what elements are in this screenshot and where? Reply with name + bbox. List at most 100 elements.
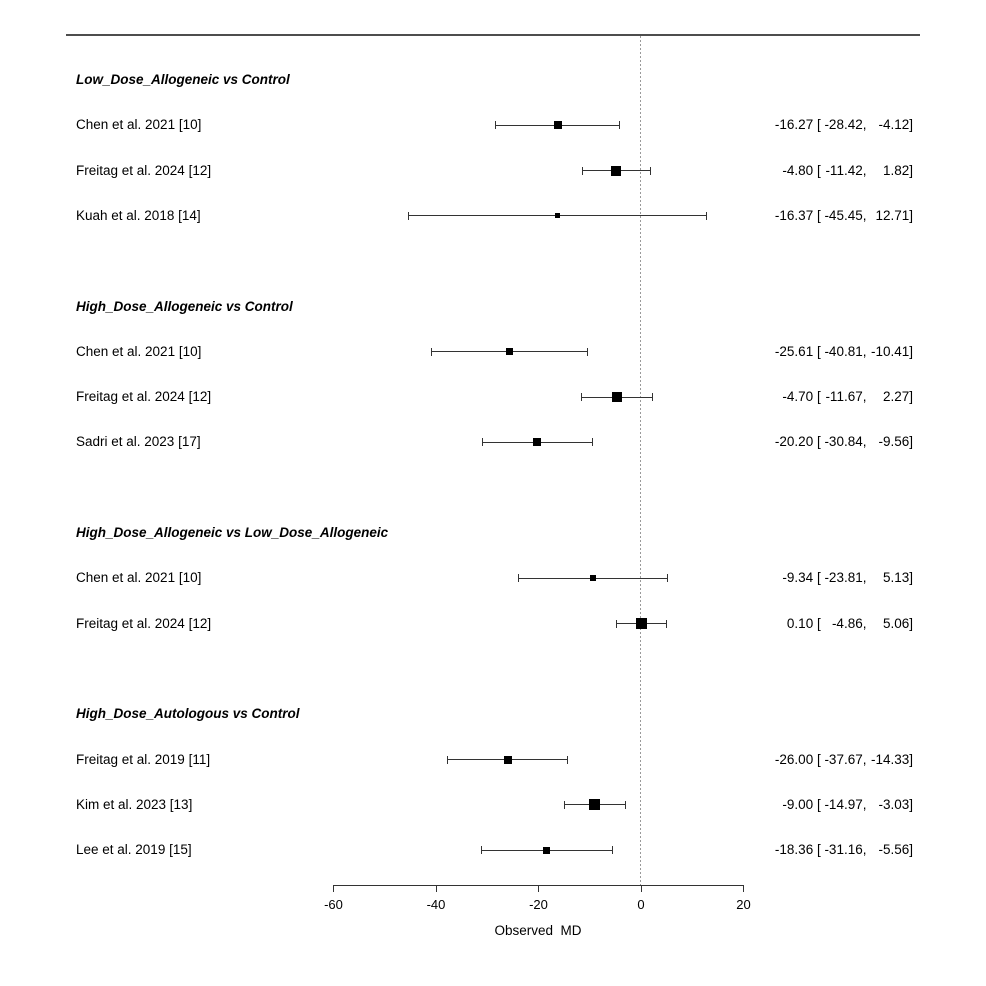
ci-cap-right [587, 347, 589, 356]
annotation-value: -28.42 [824, 117, 863, 133]
group-header: High_Dose_Allogeneic vs Control [76, 298, 293, 314]
annotation-separator: ] [909, 842, 913, 858]
study-label: Chen et al. 2021 [10] [76, 117, 202, 133]
annotation-separator: [ [813, 207, 821, 223]
effect-marker [503, 755, 512, 764]
annotation-value: -31.16 [824, 842, 863, 858]
study-label: Lee et al. 2019 [15] [76, 842, 192, 858]
annotation-separator: [ [813, 343, 821, 359]
ci-cap-right [705, 211, 707, 220]
zero-reference-line [640, 36, 641, 885]
ci-cap-right [624, 800, 626, 809]
annotation-separator: , [862, 207, 871, 223]
top-rule [66, 34, 920, 36]
study-annotation: -16.37 [-45.45, 12.71] [771, 207, 913, 224]
annotation-value: -45.45 [824, 207, 863, 223]
study-annotation: -9.34 [-23.81, 5.13] [771, 569, 913, 586]
group-header: High_Dose_Autologous vs Control [76, 706, 300, 722]
annotation-separator: ] [909, 343, 913, 359]
effect-marker [589, 799, 601, 811]
study-annotation: -4.80 [-11.42, 1.82] [771, 162, 913, 179]
effect-marker [553, 121, 562, 130]
annotation-value: -23.81 [824, 570, 863, 586]
annotation-value: -11.42 [825, 162, 863, 178]
annotation-value: -9.34 [782, 570, 814, 586]
annotation-separator: ] [909, 570, 913, 586]
ci-cap-left [431, 347, 433, 356]
annotation-value: -4.80 [782, 162, 814, 178]
annotation-value: -16.37 [774, 207, 814, 223]
annotation-separator: ] [909, 615, 913, 631]
annotation-separator: ] [909, 117, 913, 133]
x-axis-tick-label: 20 [736, 897, 751, 912]
annotation-separator: , [862, 842, 871, 858]
ci-cap-right [666, 619, 668, 628]
annotation-separator: , [862, 615, 871, 631]
annotation-separator: , [862, 343, 871, 359]
annotation-value: 12.71 [875, 207, 910, 223]
annotation-separator: [ [813, 389, 821, 405]
annotation-separator: ] [909, 389, 913, 405]
study-annotation: 0.10 [-4.86, 5.06] [771, 615, 913, 632]
x-axis-tick-label: -20 [529, 897, 548, 912]
annotation-value: 5.13 [882, 570, 910, 586]
annotation-value: -3.03 [878, 796, 910, 812]
annotation-separator: [ [813, 615, 821, 631]
study-annotation: -4.70 [-11.67, 2.27] [771, 388, 913, 405]
x-axis-tick [538, 885, 539, 892]
annotation-separator: , [862, 162, 871, 178]
annotation-separator: , [862, 570, 871, 586]
ci-cap-left [518, 574, 520, 583]
annotation-value: -30.84 [824, 434, 863, 450]
annotation-value: -14.33 [870, 751, 910, 767]
annotation-value: -18.36 [774, 842, 814, 858]
effect-marker [554, 213, 560, 219]
annotation-value: -14.97 [824, 796, 863, 812]
study-label: Sadri et al. 2023 [17] [76, 434, 201, 450]
study-label: Freitag et al. 2024 [12] [76, 162, 212, 178]
ci-cap-right [666, 574, 668, 583]
annotation-separator: , [862, 117, 871, 133]
x-axis-title: Observed MD [494, 923, 582, 938]
x-axis-tick [640, 885, 642, 892]
annotation-separator: ] [909, 162, 913, 178]
study-label: Chen et al. 2021 [10] [76, 343, 202, 359]
study-annotation: -16.27 [-28.42, -4.12] [771, 116, 913, 133]
annotation-separator: [ [813, 570, 821, 586]
annotation-value: -40.81 [824, 343, 863, 359]
ci-cap-right [567, 755, 569, 764]
effect-marker [506, 348, 514, 356]
ci-cap-left [581, 166, 583, 175]
ci-cap-left [447, 755, 449, 764]
effect-marker [590, 575, 597, 582]
annotation-value: -26.00 [774, 751, 814, 767]
ci-cap-left [482, 438, 484, 447]
x-axis-tick [743, 885, 744, 892]
study-annotation: -25.61 [-40.81, -10.41] [771, 343, 913, 360]
study-label: Chen et al. 2021 [10] [76, 570, 202, 586]
x-axis-tick-label: -40 [426, 897, 446, 912]
annotation-separator: [ [813, 796, 821, 812]
ci-cap-right [619, 121, 621, 130]
annotation-separator: [ [813, 434, 821, 450]
ci-cap-left [407, 211, 409, 220]
annotation-value: 1.82 [882, 162, 910, 178]
annotation-value: 0.10 [786, 615, 814, 631]
ci-cap-right [649, 166, 651, 175]
study-label: Kim et al. 2023 [13] [76, 796, 193, 812]
ci-cap-left [480, 846, 482, 855]
x-axis-tick-label: 0 [637, 897, 645, 912]
group-header: High_Dose_Allogeneic vs Low_Dose_Allogen… [76, 525, 389, 540]
annotation-value: -9.00 [782, 796, 814, 812]
annotation-value: 5.06 [882, 615, 910, 631]
annotation-separator: , [862, 389, 871, 405]
x-axis-tick-label: -60 [324, 897, 343, 912]
group-header: Low_Dose_Allogeneic vs Control [76, 72, 290, 87]
ci-cap-left [494, 121, 496, 130]
ci-cap-right [612, 846, 613, 855]
x-axis-tick [333, 885, 334, 892]
study-label: Kuah et al. 2018 [14] [76, 207, 201, 223]
annotation-separator: , [862, 796, 871, 812]
ci-cap-right [591, 438, 593, 447]
